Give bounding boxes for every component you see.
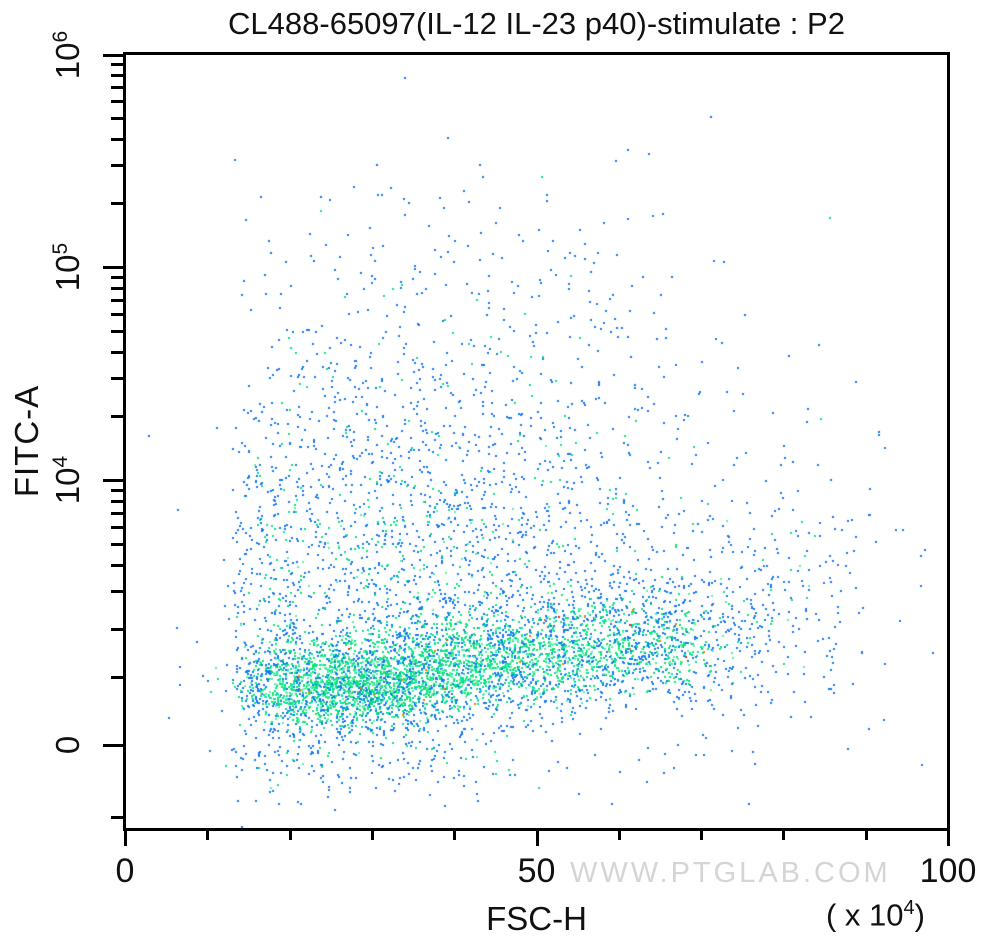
scatter-dots-canvas [126,55,947,828]
y-axis-minor-tick [111,415,123,418]
x-axis-minor-tick [206,831,210,840]
x-axis-minor-tick [453,831,457,840]
y-axis-minor-tick [111,628,123,631]
y-axis-major-tick [103,54,123,57]
y-axis-minor-tick [111,526,123,529]
y-axis-minor-tick [111,313,123,316]
y-axis-minor-tick [111,74,123,77]
x-axis-tick-label: 0 [115,852,135,890]
y-axis-minor-tick [111,351,123,354]
y-axis-minor-tick [111,117,123,120]
y-axis-minor-tick [111,164,123,167]
x-axis-major-tick [947,831,950,846]
y-axis-minor-tick [111,512,123,515]
y-axis-minor-tick [111,138,123,141]
y-axis-minor-tick [111,500,123,503]
y-axis-major-tick [103,266,123,269]
x-axis-tick-label: 100 [919,852,977,890]
y-axis-major-tick [103,744,123,747]
x-axis-title: FSC-H [486,900,587,937]
x-axis-minor-tick [288,831,292,840]
y-axis-minor-tick [111,276,123,279]
y-axis-minor-tick [111,489,123,492]
y-axis-minor-tick [111,330,123,333]
y-axis-minor-tick [111,100,123,103]
y-axis-minor-tick [111,287,123,290]
x-axis-minor-tick [370,831,374,840]
x-axis-minor-tick [617,831,621,840]
y-axis-minor-tick [111,590,123,593]
x-axis-unit-label: ( x 104) [826,897,925,933]
ptglab-watermark: WWW.PTGLAB.COM [570,857,891,889]
y-axis-minor-tick [111,564,123,567]
x-axis-minor-tick [700,831,704,840]
chart-title: CL488-65097(IL-12 IL-23 p40)-stimulate :… [228,6,845,41]
y-axis-major-tick [103,479,123,482]
y-axis-minor-tick [111,676,123,679]
y-axis-minor-tick [111,63,123,66]
y-axis-minor-tick [111,543,123,546]
y-axis-minor-tick [111,299,123,302]
y-axis-minor-tick [111,377,123,380]
y-axis-minor-tick [111,816,123,819]
x-axis-major-tick [535,831,539,846]
x-axis-minor-tick [782,831,786,840]
x-axis-minor-tick [864,831,868,840]
y-axis-minor-tick [111,202,123,205]
y-axis-minor-tick [111,86,123,89]
x-axis-tick-label: 50 [517,852,556,890]
x-axis-major-tick [124,831,127,846]
